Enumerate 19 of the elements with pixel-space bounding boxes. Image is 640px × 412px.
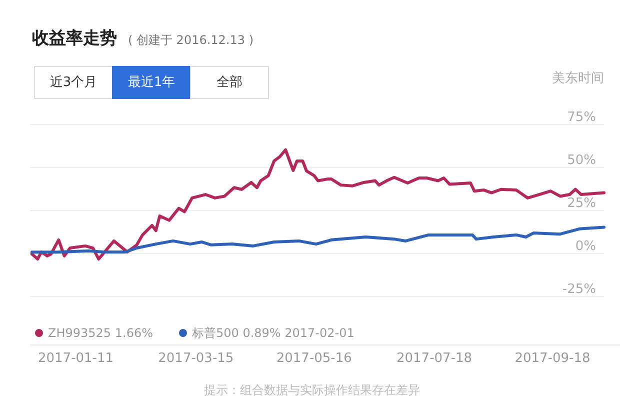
legend-label: ZH993525 1.66% — [48, 326, 153, 340]
x-tick-label: 2017-01-11 — [38, 351, 114, 366]
y-tick-label: -25% — [562, 282, 596, 297]
x-tick-label: 2017-03-15 — [158, 351, 234, 366]
y-tick-label: 75% — [567, 110, 596, 125]
legend-label: 标普500 0.89% 2017-02-01 — [190, 326, 354, 340]
text: 近3个月 — [50, 75, 98, 90]
text: 全部 — [216, 75, 242, 90]
text: 最近1年 — [128, 75, 176, 90]
x-tick-label: 2017-07-18 — [396, 351, 472, 366]
text: 提示：组合数据与实际操作结果存在差异 — [204, 383, 420, 397]
y-tick-label: 0% — [575, 239, 596, 254]
x-tick-label: 2017-09-18 — [514, 351, 590, 366]
text: 美东时间 — [552, 70, 604, 86]
x-tick-label: 2017-05-16 — [276, 351, 352, 366]
y-tick-label: 25% — [567, 196, 596, 211]
chart-subtitle: ( 创建于 2016.12.13 ) — [128, 33, 254, 47]
y-tick-label: 50% — [567, 153, 596, 168]
chart-title: 收益率走势 — [32, 28, 117, 48]
